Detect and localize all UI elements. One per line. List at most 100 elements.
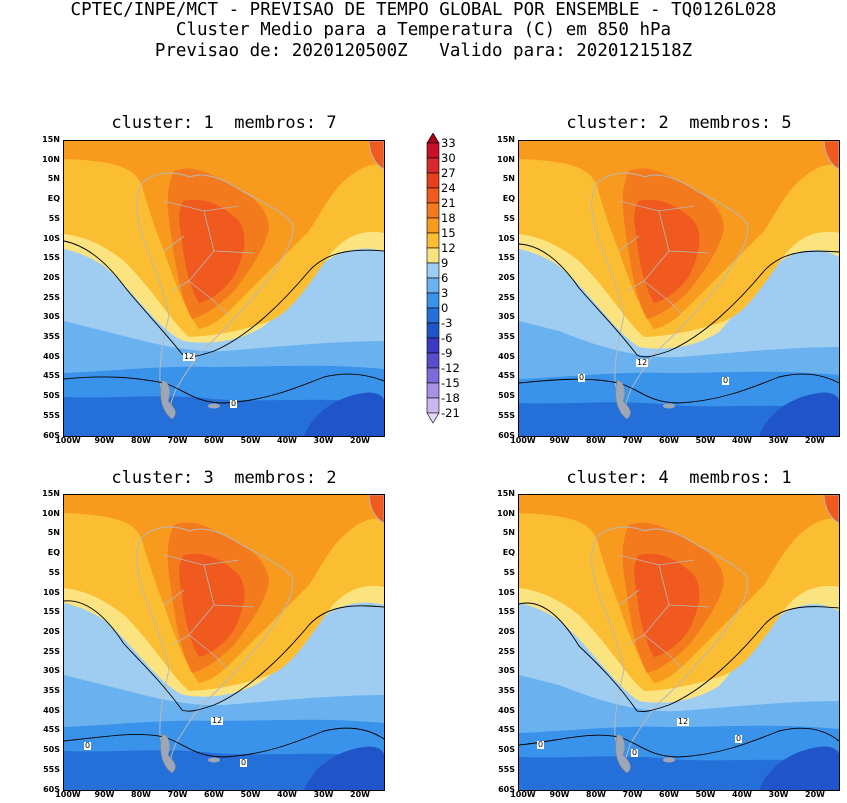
contour-label: 12 bbox=[636, 358, 649, 367]
longitude-label: 50W bbox=[695, 436, 716, 445]
latitude-label: 20S bbox=[43, 272, 60, 282]
latitude-label: 15N bbox=[42, 489, 60, 498]
latitude-label: 10N bbox=[497, 154, 515, 164]
colorbar-tick-label: 3 bbox=[441, 286, 449, 300]
latitude-label: 45S bbox=[498, 371, 515, 381]
cold-anomaly-region bbox=[759, 392, 839, 436]
africa-coast bbox=[368, 495, 384, 524]
colorbar-swatch bbox=[426, 382, 440, 399]
contour-label: 0 bbox=[240, 758, 248, 767]
longitude-label: 60W bbox=[204, 790, 224, 799]
latitude-label: 50S bbox=[498, 745, 515, 755]
colorbar-swatch bbox=[426, 157, 440, 174]
colorbar-swatch bbox=[426, 292, 440, 309]
colorbar-swatch bbox=[426, 247, 440, 264]
latitude-label: 25S bbox=[43, 292, 60, 302]
longitude-label: 70W bbox=[622, 436, 643, 445]
latitude-label: 60S bbox=[43, 430, 60, 440]
longitude-label: 100W bbox=[55, 790, 81, 799]
temperature-field-1 bbox=[64, 141, 384, 436]
latitude-label: 30S bbox=[498, 666, 515, 676]
map-panel-1 bbox=[63, 140, 385, 437]
latitude-label: 5N bbox=[502, 174, 515, 184]
colorbar-tick-label: 18 bbox=[441, 211, 456, 225]
colorbar-swatch bbox=[426, 367, 440, 384]
latitude-label: 5N bbox=[47, 174, 60, 184]
colorbar-tick-label: -15 bbox=[441, 376, 460, 390]
longitude-label: 80W bbox=[586, 790, 606, 799]
latitude-label: 55S bbox=[43, 410, 60, 420]
africa-coast bbox=[368, 141, 384, 170]
latitude-label: 55S bbox=[43, 764, 60, 774]
latitude-label: 20S bbox=[43, 626, 60, 636]
contour-12c bbox=[64, 600, 384, 712]
colorbar-swatch bbox=[426, 397, 440, 414]
colorbar-swatch bbox=[426, 307, 440, 324]
latitude-label: EQ bbox=[47, 548, 60, 558]
latitude-label: 40S bbox=[43, 351, 60, 361]
latitude-label: 55S bbox=[498, 410, 515, 420]
temperature-band-9 bbox=[634, 199, 700, 303]
contour-0c bbox=[64, 373, 384, 404]
contour-label: 0 bbox=[578, 373, 586, 382]
longitude-label: 100W bbox=[510, 790, 536, 799]
country-borders bbox=[163, 200, 255, 317]
longitude-label: 70W bbox=[167, 436, 188, 445]
colorbar-tick-label: -21 bbox=[441, 406, 460, 420]
latitude-label: 5N bbox=[47, 528, 60, 538]
latitude-label: 40S bbox=[43, 705, 60, 715]
temperature-field-3 bbox=[64, 495, 384, 790]
latitude-label: 20S bbox=[498, 626, 515, 636]
colorbar-swatch bbox=[426, 172, 440, 189]
longitude-label: 90W bbox=[94, 790, 115, 799]
latitude-label: 5N bbox=[502, 528, 515, 538]
latitude-label: 35S bbox=[43, 332, 60, 341]
latitude-label: 10S bbox=[43, 587, 60, 597]
colorbar-tick-label: 30 bbox=[441, 151, 456, 165]
panel-3-title: cluster: 3 membros: 2 bbox=[111, 468, 337, 488]
latitude-label: 45S bbox=[43, 725, 60, 735]
latitude-label: 30S bbox=[498, 312, 515, 322]
longitude-label: 80W bbox=[131, 790, 151, 799]
tierra-del-fuego bbox=[615, 734, 631, 774]
contour-12c bbox=[64, 240, 384, 358]
colorbar-swatch bbox=[426, 412, 440, 424]
contour-label: 12 bbox=[183, 352, 196, 361]
colorbar-tick-label: 24 bbox=[441, 181, 456, 195]
latitude-label: 35S bbox=[498, 332, 515, 341]
longitude-label: 30W bbox=[768, 790, 789, 799]
map-panel-4 bbox=[518, 494, 840, 791]
colorbar-tick-label: -9 bbox=[441, 346, 453, 360]
contour-label: 12 bbox=[677, 717, 690, 726]
colorbar-swatch bbox=[426, 133, 440, 144]
colorbar-swatch bbox=[426, 187, 440, 204]
longitude-label: 90W bbox=[549, 436, 570, 445]
latitude-label: 50S bbox=[498, 391, 515, 401]
latitude-label: 10S bbox=[498, 233, 515, 243]
latitude-label: 45S bbox=[43, 371, 60, 381]
colorbar-swatch bbox=[426, 277, 440, 294]
colorbar-tick-label: -6 bbox=[441, 331, 453, 345]
colorbar-swatch bbox=[426, 232, 440, 249]
colorbar-tick-label: 33 bbox=[441, 136, 456, 150]
latitude-label: 60S bbox=[498, 784, 515, 794]
temperature-field-2 bbox=[519, 141, 839, 436]
latitude-label: EQ bbox=[502, 548, 515, 558]
latitude-label: 50S bbox=[43, 745, 60, 755]
latitude-label: 15N bbox=[497, 489, 515, 498]
colorbar-swatch bbox=[426, 337, 440, 354]
falkland-islands bbox=[663, 757, 675, 763]
longitude-label: 50W bbox=[240, 790, 261, 799]
latitude-label: 10S bbox=[43, 233, 60, 243]
longitude-label: 90W bbox=[549, 790, 570, 799]
latitude-label: EQ bbox=[47, 194, 60, 204]
latitude-label: 5S bbox=[48, 567, 60, 577]
colorbar-tick-label: -18 bbox=[441, 391, 460, 405]
latitude-label: 30S bbox=[43, 312, 60, 322]
latitude-label: 20S bbox=[498, 272, 515, 282]
longitude-label: 70W bbox=[622, 790, 643, 799]
contour-label: 0 bbox=[722, 376, 730, 385]
contour-12c bbox=[519, 243, 839, 358]
tierra-del-fuego bbox=[160, 380, 176, 420]
colorbar-tick-label: -12 bbox=[441, 361, 460, 375]
